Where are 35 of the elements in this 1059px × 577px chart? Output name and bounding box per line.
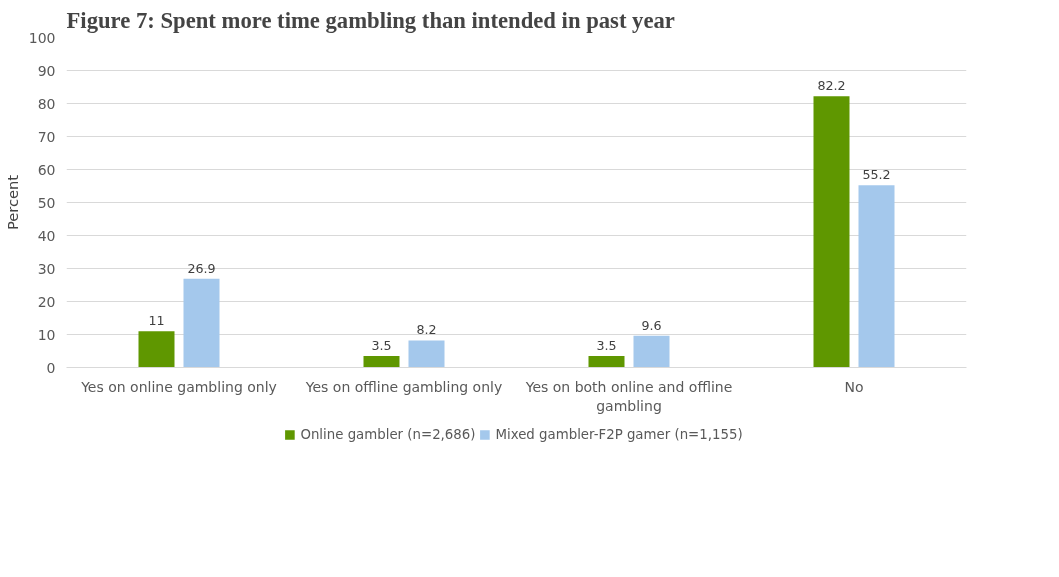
y-tick-label: 30 <box>37 260 56 277</box>
y-tick-label: 70 <box>37 128 56 145</box>
y-tick-label: 10 <box>37 326 56 343</box>
chart-title: Figure 7: Spent more time gambling than intended in past year <box>66 7 675 33</box>
bar <box>858 185 895 368</box>
bar <box>408 340 445 368</box>
data-label: 9.6 <box>641 317 662 333</box>
bar <box>363 355 400 368</box>
y-tick-label: 60 <box>37 161 56 178</box>
data-label: 82.2 <box>817 78 846 94</box>
y-tick-label: 80 <box>37 95 56 112</box>
data-label: 55.2 <box>862 167 891 183</box>
legend-label: Mixed gambler-F2P gamer (n=1,155) <box>495 426 743 442</box>
data-label: 3.5 <box>596 337 617 353</box>
bar <box>138 331 175 368</box>
x-tick-label: Yes on online gambling only <box>80 378 277 395</box>
y-tick-label: 0 <box>46 359 56 376</box>
data-label: 8.2 <box>416 322 437 338</box>
y-tick-label: 20 <box>37 293 56 310</box>
bar <box>633 335 670 368</box>
x-tick-label: No <box>844 378 864 395</box>
bar <box>588 355 625 368</box>
bar <box>813 96 850 368</box>
legend-label: Online gambler (n=2,686) <box>300 426 476 442</box>
y-axis-title: Percent <box>3 174 21 231</box>
y-tick-label: 40 <box>37 227 56 244</box>
bar <box>183 278 220 368</box>
y-tick-label: 90 <box>37 62 56 79</box>
x-tick-label: Yes on offline gambling only <box>304 378 503 395</box>
y-tick-label: 50 <box>37 194 56 211</box>
y-tick-label: 100 <box>28 29 56 46</box>
data-label: 26.9 <box>187 260 216 276</box>
data-label: 11 <box>148 313 165 329</box>
data-label: 3.5 <box>371 337 392 353</box>
x-tick-label: Yes on both online and offline gambling <box>524 378 733 414</box>
